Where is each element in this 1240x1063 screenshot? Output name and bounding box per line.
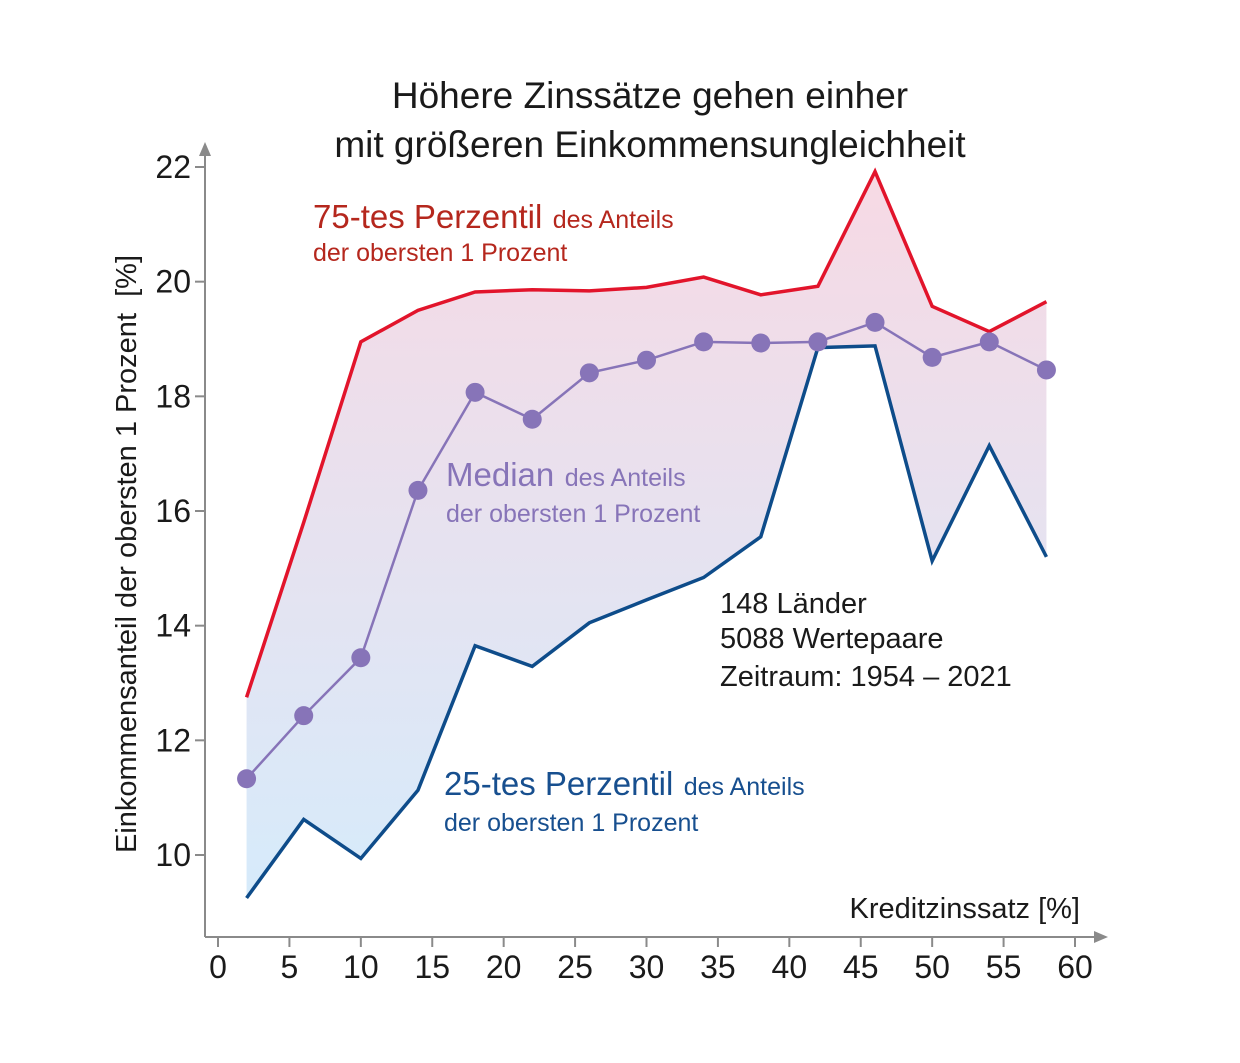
x-tick-label: 45 (843, 949, 879, 985)
info-countries: 148 Länder (720, 588, 867, 620)
x-tick-label: 40 (772, 949, 808, 985)
p25-annotation: 25-tes Perzentil des Anteils der oberste… (444, 765, 805, 837)
y-tick-label: 22 (155, 149, 191, 185)
x-tick-label: 60 (1057, 949, 1093, 985)
y-tick-label: 20 (155, 264, 191, 300)
series-lines (237, 167, 1056, 900)
median-point (694, 332, 714, 352)
p25-label-rest-1: des Anteils (684, 773, 805, 801)
x-tick-label: 5 (281, 949, 299, 985)
chart-title-line-2: mit größeren Einkommensungleichheit (334, 124, 966, 165)
y-tick-label: 16 (155, 493, 191, 529)
p75-label-main: 75-tes Perzentil (313, 198, 542, 235)
median-point (979, 332, 999, 352)
x-tick-label: 30 (629, 949, 665, 985)
x-tick-label: 35 (700, 949, 736, 985)
p25-label-rest-2: der obersten 1 Prozent (444, 809, 698, 837)
median-point (237, 769, 257, 789)
info-pairs: 5088 Wertepaare (720, 623, 944, 655)
x-tick-label: 10 (343, 949, 379, 985)
y-axis-arrow (199, 142, 211, 156)
median-point (522, 409, 542, 429)
median-label-rest-1: des Anteils (565, 464, 686, 492)
x-axis-arrow (1094, 931, 1108, 943)
x-tick-label: 50 (914, 949, 950, 985)
p75-label-rest-1: des Anteils (553, 206, 674, 234)
x-axis-label: Kreditzinssatz [%] (850, 893, 1080, 925)
x-tick-label: 25 (557, 949, 593, 985)
svg-text:25-tes Perzentil des Ant: 25-tes Perzentil des Anteils (444, 765, 805, 802)
median-point (637, 350, 656, 370)
p25-label-main: 25-tes Perzentil (444, 765, 673, 802)
median-label-rest-2: der obersten 1 Prozent (446, 500, 700, 528)
svg-text:Median des Anteils: Median des Anteils (446, 456, 686, 493)
median-annotation: Median des Anteils der obersten 1 Prozen… (446, 456, 700, 528)
x-tick-label: 20 (486, 949, 522, 985)
chart-title-line-1: Höhere Zinssätze gehen einher (392, 75, 908, 116)
p75-line (244, 167, 1048, 698)
median-label-main: Median (446, 456, 554, 493)
info-box: 148 Länder 5088 Wertepaare Zeitraum: 195… (720, 588, 1012, 693)
median-point (808, 332, 828, 352)
x-tick-label: 0 (209, 949, 227, 985)
axes: 0 5 10 15 20 25 30 35 40 45 50 55 60 10 12 14 16 18 20 22 (155, 142, 1108, 985)
svg-text:75-tes Perzentil des Ant: 75-tes Perzentil des Anteils (313, 198, 674, 235)
x-tick-label: 55 (986, 949, 1022, 985)
info-period: Zeitraum: 1954 – 2021 (720, 661, 1012, 693)
median-point (579, 363, 599, 383)
median-point (465, 382, 485, 402)
y-tick-label: 12 (155, 722, 191, 758)
median-point (1036, 360, 1056, 380)
y-tick-label: 10 (155, 837, 191, 873)
median-point (408, 480, 428, 500)
y-axis-label: Einkommensanteil der obersten 1 Prozent … (111, 255, 143, 853)
p75-label-rest-2: der obersten 1 Prozent (313, 239, 567, 267)
x-tick-label: 15 (414, 949, 450, 985)
y-tick-label: 18 (155, 378, 191, 414)
median-point (751, 333, 771, 353)
median-point (351, 648, 371, 668)
median-point (865, 312, 885, 332)
p75-annotation: 75-tes Perzentil des Anteils der oberste… (313, 198, 674, 267)
median-point (294, 706, 314, 726)
median-point (922, 347, 942, 367)
y-tick-label: 14 (155, 608, 191, 644)
p25-line (245, 344, 1048, 900)
